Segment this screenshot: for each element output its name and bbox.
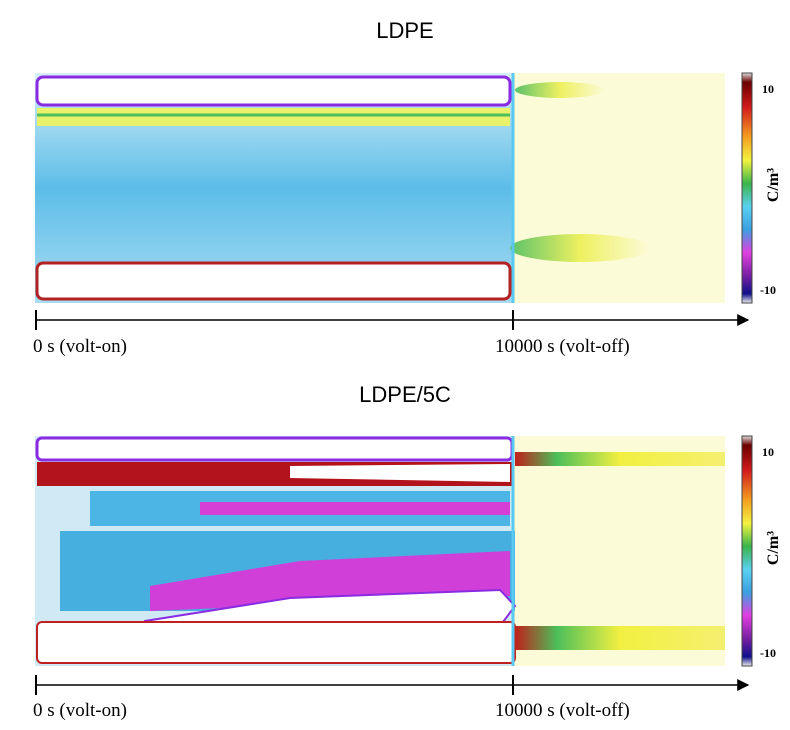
time-end-label: 10000 s (volt-off)	[495, 336, 630, 357]
colorbar-min: -10	[760, 283, 776, 297]
layer-bottom	[35, 261, 512, 301]
colorbar-unit: C/m³	[765, 531, 782, 565]
layer-top	[35, 436, 514, 462]
colorbar-unit: C/m³	[765, 168, 782, 202]
time-end-label: 10000 s (volt-off)	[495, 700, 630, 721]
heatmap-after	[513, 73, 725, 303]
layer-bottom	[36, 621, 516, 664]
after-top	[515, 452, 725, 466]
colorbar-max: 10	[762, 445, 774, 459]
after-bottom	[515, 626, 725, 650]
colorbar-max: 10	[762, 82, 774, 96]
colorbar	[741, 72, 753, 304]
panel-title: LDPE/5C	[359, 382, 451, 407]
colorbar	[741, 435, 753, 667]
panel-title: LDPE	[376, 18, 433, 43]
heatmap	[35, 436, 725, 666]
time-start-label: 0 s (volt-on)	[33, 336, 127, 357]
time-start-label: 0 s (volt-on)	[33, 700, 127, 721]
wedge-top	[290, 464, 510, 482]
spot-green	[515, 82, 605, 98]
band-magenta	[200, 502, 510, 515]
spot-yellow	[510, 234, 650, 262]
heatmap	[35, 73, 725, 303]
layer-top	[35, 75, 512, 107]
colorbar-min: -10	[760, 646, 776, 660]
band-yellow	[37, 108, 510, 126]
